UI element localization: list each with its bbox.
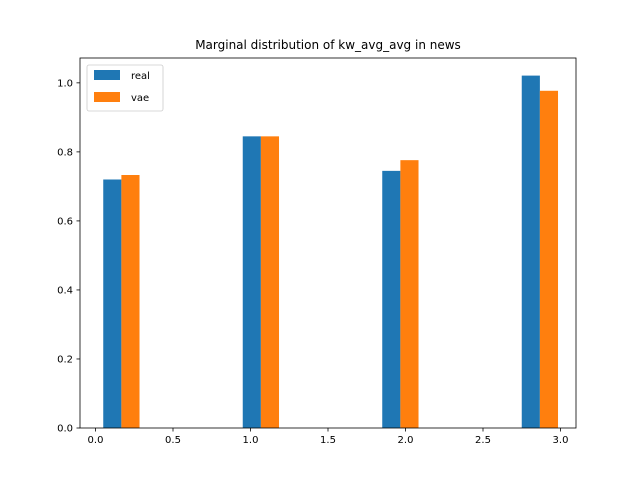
y-tick-label: 0.2 (57, 354, 73, 365)
legend-label-vae: vae (131, 93, 149, 104)
y-axis-ticks: 0.0 0.2 0.4 0.6 0.8 1.0 (57, 78, 80, 435)
bars (103, 75, 559, 429)
legend-swatch-real (94, 70, 120, 80)
y-tick-label: 0.0 (57, 424, 73, 435)
y-tick-label: 0.8 (57, 147, 73, 158)
x-tick-label: 2.5 (475, 435, 491, 446)
legend-label-real: real (131, 71, 150, 82)
chart-title: Marginal distribution of kw_avg_avg in n… (195, 38, 461, 52)
x-tick-label: 3.0 (553, 435, 569, 446)
x-axis-ticks: 0.0 0.5 1.0 1.5 2.0 2.5 3.0 (88, 428, 569, 446)
y-tick-label: 0.6 (57, 216, 73, 227)
x-tick-label: 2.0 (398, 435, 414, 446)
bar-real-2 (382, 170, 401, 428)
x-tick-label: 0.5 (165, 435, 181, 446)
x-tick-label: 1.5 (320, 435, 336, 446)
bar-vae-1 (260, 136, 280, 428)
axes-frame (79, 57, 577, 429)
x-tick-label: 1.0 (243, 435, 259, 446)
bar-vae-0 (121, 175, 140, 428)
bar-real-0 (103, 179, 122, 428)
y-tick-label: 0.4 (57, 285, 73, 296)
legend-swatch-vae (94, 92, 120, 102)
legend: real vae (86, 64, 164, 112)
bar-vae-2 (400, 160, 419, 428)
x-tick-label: 0.0 (88, 435, 104, 446)
bar-real-3 (521, 75, 540, 429)
y-tick-label: 1.0 (57, 78, 73, 89)
bar-real-1 (242, 136, 261, 428)
bar-vae-3 (539, 90, 559, 428)
